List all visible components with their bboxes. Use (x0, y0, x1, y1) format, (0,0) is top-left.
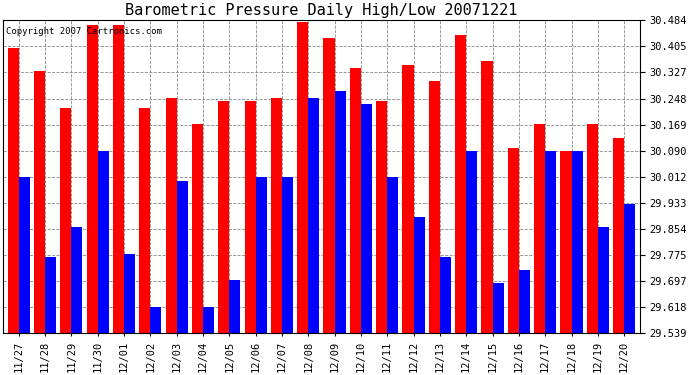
Bar (387, 177, 398, 375)
Bar (560, 151, 571, 375)
Title: Barometric Pressure Daily High/Low 20071221: Barometric Pressure Daily High/Low 20071… (125, 3, 518, 18)
Bar (508, 147, 519, 375)
Bar (113, 25, 124, 375)
Bar (34, 71, 45, 375)
Bar (335, 91, 346, 375)
Bar (124, 254, 135, 375)
Bar (244, 101, 255, 375)
Bar (45, 257, 56, 375)
Bar (218, 101, 229, 375)
Bar (534, 124, 545, 375)
Bar (282, 177, 293, 375)
Bar (150, 306, 161, 375)
Bar (613, 138, 624, 375)
Bar (308, 98, 319, 375)
Bar (413, 217, 424, 375)
Bar (402, 65, 413, 375)
Text: Copyright 2007 Cartronics.com: Copyright 2007 Cartronics.com (6, 27, 162, 36)
Bar (493, 284, 504, 375)
Bar (586, 124, 598, 375)
Bar (297, 22, 308, 375)
Bar (350, 68, 361, 375)
Bar (519, 270, 530, 375)
Bar (466, 151, 477, 375)
Bar (376, 101, 387, 375)
Bar (455, 35, 466, 375)
Bar (229, 280, 240, 375)
Bar (361, 105, 372, 375)
Bar (324, 38, 335, 375)
Bar (624, 204, 635, 375)
Bar (440, 257, 451, 375)
Bar (428, 81, 440, 375)
Bar (192, 124, 203, 375)
Bar (271, 98, 282, 375)
Bar (97, 151, 108, 375)
Bar (598, 227, 609, 375)
Bar (139, 108, 150, 375)
Bar (60, 108, 71, 375)
Bar (8, 48, 19, 375)
Bar (86, 25, 97, 375)
Bar (482, 62, 493, 375)
Bar (177, 181, 188, 375)
Bar (255, 177, 266, 375)
Bar (71, 227, 82, 375)
Bar (571, 151, 582, 375)
Bar (166, 98, 177, 375)
Bar (203, 306, 214, 375)
Bar (545, 151, 556, 375)
Bar (19, 177, 30, 375)
